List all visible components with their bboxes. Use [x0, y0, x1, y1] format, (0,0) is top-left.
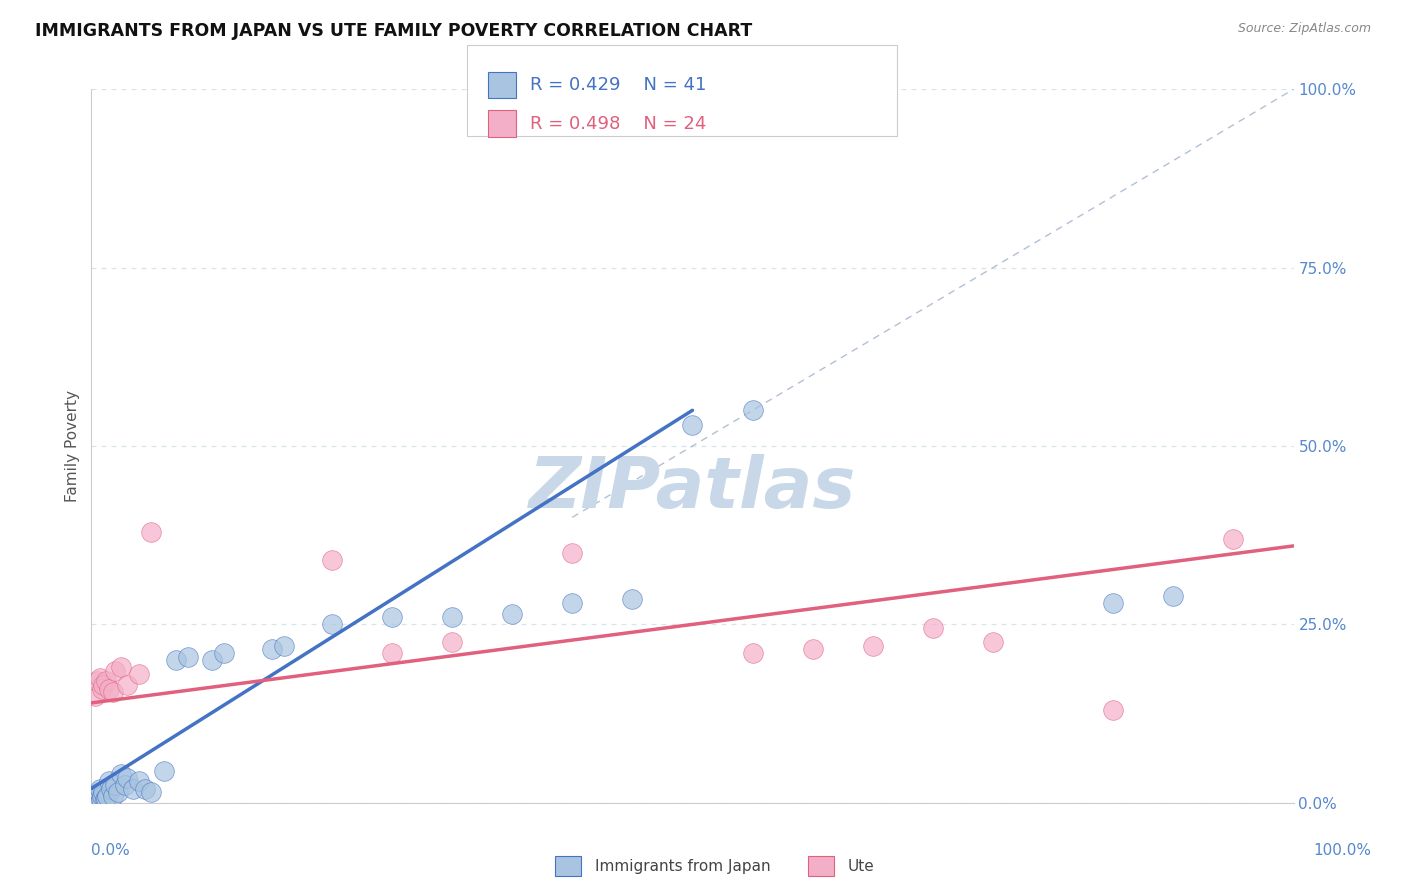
Point	[134, 781, 156, 796]
Point	[801, 642, 824, 657]
Text: 0.0%: 0.0%	[91, 843, 131, 858]
Point	[381, 646, 404, 660]
Text: IMMIGRANTS FROM JAPAN VS UTE FAMILY POVERTY CORRELATION CHART: IMMIGRANTS FROM JAPAN VS UTE FAMILY POVE…	[35, 22, 752, 40]
Point	[84, 789, 107, 803]
Point	[86, 792, 108, 806]
Point	[84, 790, 107, 805]
Point	[110, 660, 132, 674]
Point	[91, 789, 114, 803]
Point	[862, 639, 884, 653]
Point	[89, 671, 111, 685]
Point	[107, 785, 129, 799]
Point	[176, 649, 198, 664]
Point	[141, 785, 163, 799]
Point	[101, 789, 124, 803]
Point	[501, 607, 523, 621]
Point	[128, 667, 150, 681]
Point	[117, 678, 139, 692]
Text: Immigrants from Japan: Immigrants from Japan	[595, 859, 770, 873]
Point	[94, 674, 117, 689]
Point	[87, 785, 110, 799]
Y-axis label: Family Poverty: Family Poverty	[65, 390, 80, 502]
Point	[621, 592, 644, 607]
Point	[321, 617, 343, 632]
Point	[90, 792, 112, 806]
Point	[1222, 532, 1244, 546]
Point	[91, 681, 114, 696]
Point	[98, 774, 121, 789]
Text: R = 0.498    N = 24: R = 0.498 N = 24	[530, 114, 706, 133]
Point	[981, 635, 1004, 649]
Point	[273, 639, 295, 653]
Point	[101, 685, 124, 699]
Point	[83, 792, 105, 806]
Point	[128, 774, 150, 789]
Point	[86, 674, 108, 689]
Point	[561, 596, 583, 610]
Point	[165, 653, 187, 667]
Point	[260, 642, 283, 657]
Point	[89, 781, 111, 796]
Text: Source: ZipAtlas.com: Source: ZipAtlas.com	[1237, 22, 1371, 36]
Point	[561, 546, 583, 560]
Point	[93, 678, 115, 692]
Point	[152, 764, 174, 778]
Point	[1102, 703, 1125, 717]
Point	[212, 646, 235, 660]
Point	[681, 417, 703, 432]
Point	[922, 621, 945, 635]
Point	[96, 789, 118, 803]
Point	[84, 689, 107, 703]
Text: 100.0%: 100.0%	[1313, 843, 1371, 858]
Point	[1161, 589, 1184, 603]
Point	[200, 653, 222, 667]
Point	[141, 524, 163, 539]
Point	[114, 778, 136, 792]
Text: Ute: Ute	[848, 859, 875, 873]
Point	[117, 771, 139, 785]
Point	[440, 635, 463, 649]
Point	[100, 781, 122, 796]
Point	[93, 792, 115, 806]
Point	[122, 781, 145, 796]
Point	[741, 646, 763, 660]
Point	[94, 792, 117, 806]
Text: R = 0.429    N = 41: R = 0.429 N = 41	[530, 76, 706, 94]
Point	[1102, 596, 1125, 610]
Point	[98, 681, 121, 696]
Point	[440, 610, 463, 624]
Point	[104, 664, 127, 678]
Point	[93, 785, 115, 799]
Point	[110, 767, 132, 781]
Text: ZIPatlas: ZIPatlas	[529, 454, 856, 524]
Point	[321, 553, 343, 567]
Point	[381, 610, 404, 624]
Point	[741, 403, 763, 417]
Point	[104, 778, 127, 792]
